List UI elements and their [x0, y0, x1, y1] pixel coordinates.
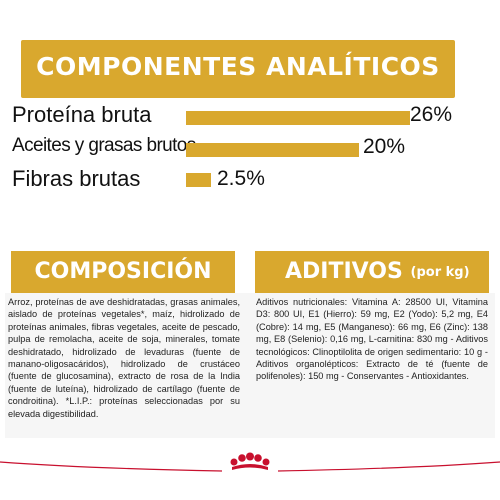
additives-header: ADITIVOS (por kg) — [255, 251, 489, 293]
additives-title-wrap: ADITIVOS (por kg) — [285, 259, 470, 284]
fiber-label: Fibras brutas — [12, 166, 141, 191]
additives-panel — [250, 293, 495, 438]
fat-bar — [186, 143, 359, 157]
footer-wave-right — [277, 461, 500, 472]
composition-panel — [5, 293, 250, 438]
composition-text: Arroz, proteínas de ave deshidratadas, g… — [8, 297, 240, 419]
protein-value: 26% — [410, 103, 453, 126]
analytics-title: COMPONENTES ANALÍTICOS — [36, 52, 440, 81]
fat-label: Aceites y grasas brutos — [12, 135, 196, 156]
footer-wave-left — [0, 461, 223, 472]
composition-header: COMPOSICIÓN — [11, 251, 235, 293]
protein-label: Proteína bruta — [12, 102, 152, 127]
analytics-banner: COMPONENTES ANALÍTICOS — [21, 40, 455, 98]
additives-title: ADITIVOS — [285, 259, 403, 284]
fat-value: 20% — [363, 135, 406, 158]
additives-text: Aditivos nutricionales: Vitamina A: 2850… — [256, 297, 488, 382]
additives-subtitle: (por kg) — [410, 265, 470, 280]
fiber-bar — [186, 173, 211, 187]
fiber-value: 2.5% — [217, 167, 265, 190]
royal-canin-crown-icon — [230, 452, 270, 470]
footer-wave — [0, 461, 500, 472]
protein-bar — [186, 111, 410, 125]
composition-title: COMPOSICIÓN — [34, 259, 212, 284]
